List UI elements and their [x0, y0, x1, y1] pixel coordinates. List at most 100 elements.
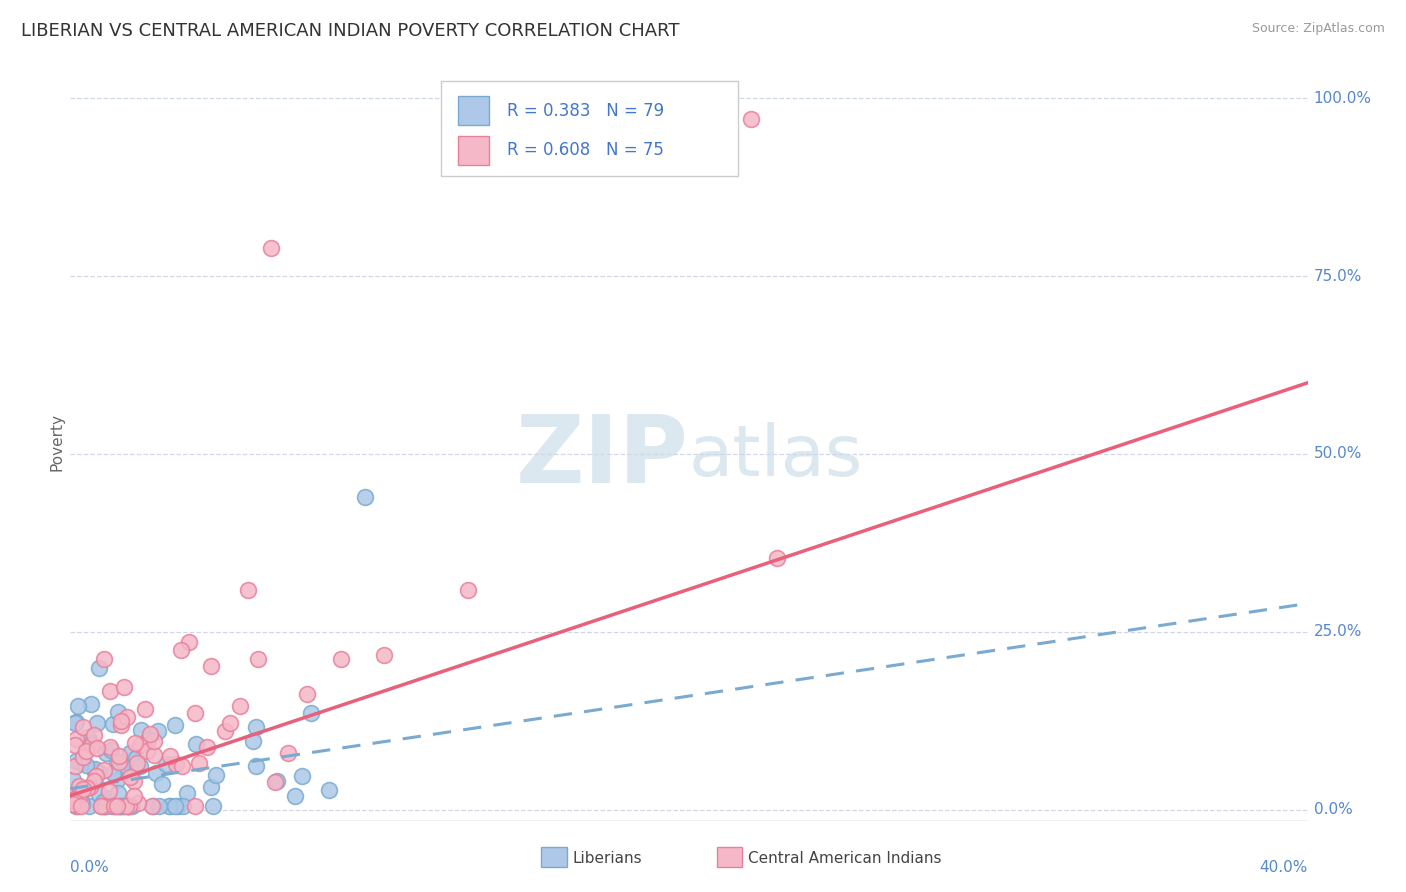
Point: [117, 799, 139, 814]
Point: [766, 551, 789, 566]
Point: [122, 789, 145, 804]
Point: [110, 714, 132, 728]
Point: [112, 799, 135, 814]
Point: [87, 661, 110, 675]
Point: [93, 763, 115, 777]
Point: [141, 799, 163, 814]
Point: [266, 774, 288, 789]
Point: [108, 799, 131, 814]
Point: [157, 799, 180, 814]
Point: [86, 740, 108, 755]
Point: [173, 799, 195, 814]
Point: [70, 794, 93, 808]
Point: [65, 754, 87, 768]
Point: [103, 717, 125, 731]
Point: [163, 799, 186, 814]
Point: [94, 799, 117, 814]
Point: [108, 748, 131, 763]
Point: [188, 756, 211, 771]
Point: [65, 715, 87, 730]
Point: [184, 706, 207, 720]
Text: Liberians: Liberians: [572, 851, 643, 865]
Point: [105, 773, 128, 788]
Point: [247, 652, 270, 666]
Point: [94, 799, 117, 814]
Point: [176, 786, 198, 800]
Point: [108, 799, 131, 814]
Point: [120, 770, 142, 784]
Point: [115, 799, 138, 814]
Point: [155, 757, 177, 772]
Point: [111, 799, 134, 814]
Point: [195, 740, 218, 755]
Text: R = 0.608   N = 75: R = 0.608 N = 75: [508, 142, 664, 160]
Point: [136, 733, 159, 747]
Point: [89, 765, 111, 780]
Point: [297, 687, 319, 701]
Point: [111, 757, 134, 772]
Point: [112, 680, 135, 694]
Point: [329, 652, 352, 666]
Point: [318, 782, 340, 797]
Text: Central American Indians: Central American Indians: [748, 851, 942, 865]
Point: [354, 490, 377, 504]
Point: [94, 791, 117, 805]
Point: [139, 726, 162, 740]
Point: [457, 582, 479, 597]
Text: 0.0%: 0.0%: [70, 860, 110, 874]
Point: [104, 799, 127, 814]
Point: [90, 799, 112, 814]
Point: [373, 648, 395, 662]
Point: [93, 798, 115, 813]
Point: [117, 799, 139, 814]
Point: [107, 705, 129, 719]
Point: [105, 756, 128, 770]
Point: [108, 756, 131, 770]
Point: [83, 728, 105, 742]
Point: [129, 723, 152, 738]
Point: [200, 658, 222, 673]
Point: [134, 701, 156, 715]
Point: [125, 756, 148, 771]
Point: [100, 799, 122, 814]
Point: [740, 112, 762, 127]
Point: [291, 769, 314, 783]
Point: [65, 799, 87, 814]
Point: [121, 799, 143, 814]
Point: [152, 777, 174, 791]
Point: [65, 759, 87, 773]
Point: [86, 716, 108, 731]
Text: ZIP: ZIP: [516, 410, 689, 503]
Point: [83, 763, 105, 777]
Point: [245, 720, 267, 734]
Point: [101, 765, 124, 780]
Point: [75, 758, 97, 772]
Text: R = 0.383   N = 79: R = 0.383 N = 79: [508, 102, 664, 120]
Point: [77, 799, 100, 814]
Text: 75.0%: 75.0%: [1313, 268, 1362, 284]
Text: 100.0%: 100.0%: [1313, 90, 1372, 105]
Point: [83, 773, 105, 788]
Point: [148, 723, 170, 738]
Point: [75, 744, 97, 758]
Point: [142, 799, 165, 814]
Point: [284, 789, 307, 803]
Point: [97, 784, 120, 798]
Point: [112, 763, 135, 777]
Point: [98, 740, 121, 755]
Point: [62, 793, 84, 807]
Point: [70, 756, 93, 770]
Point: [166, 799, 188, 814]
Point: [115, 710, 138, 724]
Point: [229, 699, 252, 714]
Text: Source: ZipAtlas.com: Source: ZipAtlas.com: [1251, 22, 1385, 36]
Point: [125, 751, 148, 765]
Point: [170, 759, 193, 773]
Point: [159, 799, 181, 814]
Point: [93, 652, 115, 666]
Point: [65, 732, 87, 747]
Text: LIBERIAN VS CENTRAL AMERICAN INDIAN POVERTY CORRELATION CHART: LIBERIAN VS CENTRAL AMERICAN INDIAN POVE…: [21, 22, 679, 40]
Point: [184, 799, 207, 814]
Point: [62, 792, 84, 806]
Point: [124, 736, 146, 750]
